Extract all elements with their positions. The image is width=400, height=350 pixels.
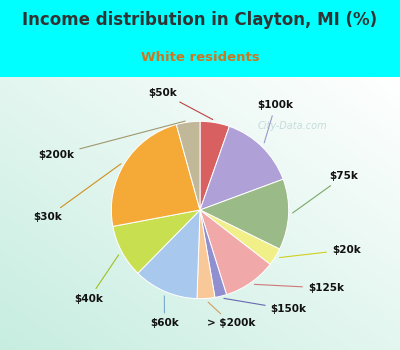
Wedge shape (200, 121, 229, 210)
Wedge shape (111, 125, 200, 226)
Wedge shape (176, 121, 200, 210)
Text: $100k: $100k (257, 100, 293, 143)
Text: $200k: $200k (38, 121, 185, 160)
Text: > $200k: > $200k (207, 302, 255, 329)
Text: $150k: $150k (224, 299, 307, 314)
Wedge shape (200, 210, 280, 264)
Wedge shape (200, 126, 283, 210)
Text: $125k: $125k (254, 283, 344, 293)
Wedge shape (200, 179, 289, 249)
Text: $30k: $30k (33, 164, 121, 222)
Text: White residents: White residents (141, 51, 259, 64)
Wedge shape (138, 210, 200, 299)
Wedge shape (200, 210, 270, 295)
Text: Income distribution in Clayton, MI (%): Income distribution in Clayton, MI (%) (22, 11, 378, 29)
Text: $20k: $20k (280, 245, 361, 258)
Wedge shape (197, 210, 215, 299)
Wedge shape (200, 210, 226, 298)
Text: $75k: $75k (292, 171, 358, 213)
Text: $40k: $40k (75, 255, 119, 304)
Text: $60k: $60k (150, 296, 179, 329)
Wedge shape (113, 210, 200, 273)
Text: City-Data.com: City-Data.com (257, 121, 327, 131)
Text: $50k: $50k (148, 88, 213, 120)
